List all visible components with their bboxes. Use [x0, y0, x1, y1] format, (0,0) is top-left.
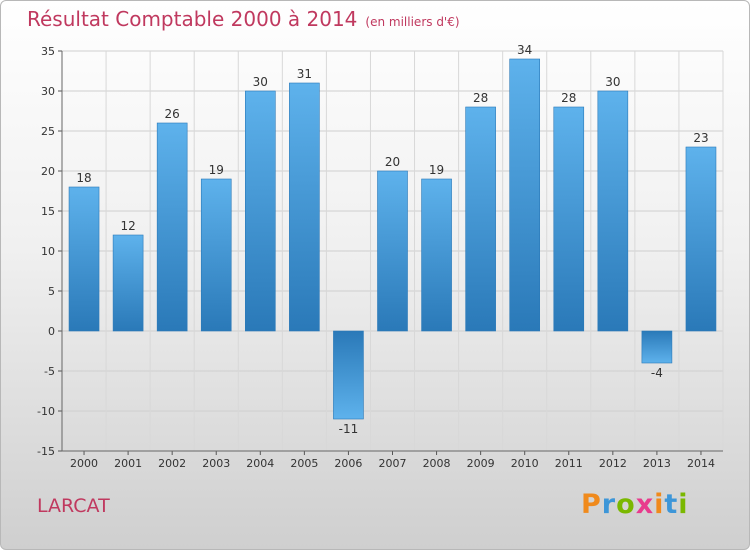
- bar-2009[interactable]: [465, 106, 496, 332]
- data-label-2003: 19: [209, 163, 224, 177]
- bar-2005[interactable]: [289, 82, 320, 332]
- data-label-2000: 18: [76, 171, 91, 185]
- logo-letter: o: [616, 489, 636, 520]
- x-tick-label-2013: 2013: [643, 457, 671, 470]
- x-tick-label-2004: 2004: [246, 457, 274, 470]
- y-tick-label: -15: [37, 445, 55, 458]
- x-tick-label-2002: 2002: [158, 457, 186, 470]
- logo-letter: P: [581, 489, 602, 520]
- data-label-2013: -4: [651, 366, 663, 380]
- logo-letter: r: [601, 489, 617, 520]
- x-tick-label-2012: 2012: [599, 457, 627, 470]
- logo-letter: i: [678, 489, 689, 520]
- data-label-2004: 30: [253, 75, 268, 89]
- x-tick-label-2007: 2007: [379, 457, 407, 470]
- x-tick-label-2009: 2009: [467, 457, 495, 470]
- y-tick-label: 10: [41, 245, 55, 258]
- x-tick-label-2003: 2003: [202, 457, 230, 470]
- data-label-2012: 30: [605, 75, 620, 89]
- chart-subtitle: (en milliers d'€): [365, 15, 460, 29]
- x-tick-label-2010: 2010: [511, 457, 539, 470]
- x-tick-label-2000: 2000: [70, 457, 98, 470]
- x-tick-label-2008: 2008: [423, 457, 451, 470]
- data-label-2010: 34: [517, 43, 532, 57]
- x-tick-label-2014: 2014: [687, 457, 715, 470]
- bar-2008[interactable]: [421, 178, 452, 332]
- x-tick-label-2006: 2006: [334, 457, 362, 470]
- x-tick-label-2011: 2011: [555, 457, 583, 470]
- logo-letter: x: [635, 489, 655, 520]
- y-tick-label: -5: [44, 365, 55, 378]
- y-tick-label: 30: [41, 85, 55, 98]
- x-tick-label-2001: 2001: [114, 457, 142, 470]
- data-label-2009: 28: [473, 91, 488, 105]
- bar-2010[interactable]: [509, 58, 541, 332]
- chart-title: Résultat Comptable 2000 à 2014 (en millie…: [27, 7, 460, 31]
- logo-letter: i: [654, 489, 665, 520]
- data-label-2005: 31: [297, 67, 312, 81]
- data-label-2014: 23: [693, 131, 708, 145]
- data-label-2002: 26: [165, 107, 180, 121]
- bar-2007[interactable]: [377, 170, 408, 332]
- bar-2006[interactable]: [333, 330, 364, 420]
- data-label-2008: 19: [429, 163, 444, 177]
- bar-2012[interactable]: [597, 90, 629, 332]
- y-tick-label: -10: [37, 405, 55, 418]
- logo-letter: t: [664, 489, 679, 520]
- x-tick-label-2005: 2005: [290, 457, 318, 470]
- bar-2011[interactable]: [553, 106, 585, 332]
- data-label-2001: 12: [120, 219, 135, 233]
- y-tick-label: 25: [41, 125, 55, 138]
- bar-2004[interactable]: [245, 90, 276, 332]
- bar-2013[interactable]: [641, 330, 673, 364]
- chart-title-text: Résultat Comptable 2000 à 2014: [27, 7, 358, 31]
- data-label-2011: 28: [561, 91, 576, 105]
- bar-2003[interactable]: [200, 178, 232, 332]
- proxiti-logo[interactable]: Proxiti: [581, 489, 689, 520]
- y-tick-label: 35: [41, 45, 55, 58]
- bar-2000[interactable]: [68, 186, 100, 332]
- y-tick-label: 0: [48, 325, 55, 338]
- data-label-2007: 20: [385, 155, 400, 169]
- bar-2001[interactable]: [112, 234, 144, 332]
- y-tick-label: 20: [41, 165, 55, 178]
- commune-name: LARCAT: [37, 495, 110, 517]
- bars-group: 18 12 26 19 30 31 -11 20 19 28 34 28 30 -4 23: [68, 43, 717, 436]
- bar-2014[interactable]: [685, 146, 717, 332]
- y-tick-label: 5: [48, 285, 55, 298]
- y-tick-label: 15: [41, 205, 55, 218]
- data-label-2006: -11: [339, 422, 359, 436]
- bar-2002[interactable]: [156, 122, 188, 332]
- axes-group: 35 30 25 20 15 10 5 0 -5 -10 -15 2000 2001 2002 2003 20…: [37, 45, 723, 470]
